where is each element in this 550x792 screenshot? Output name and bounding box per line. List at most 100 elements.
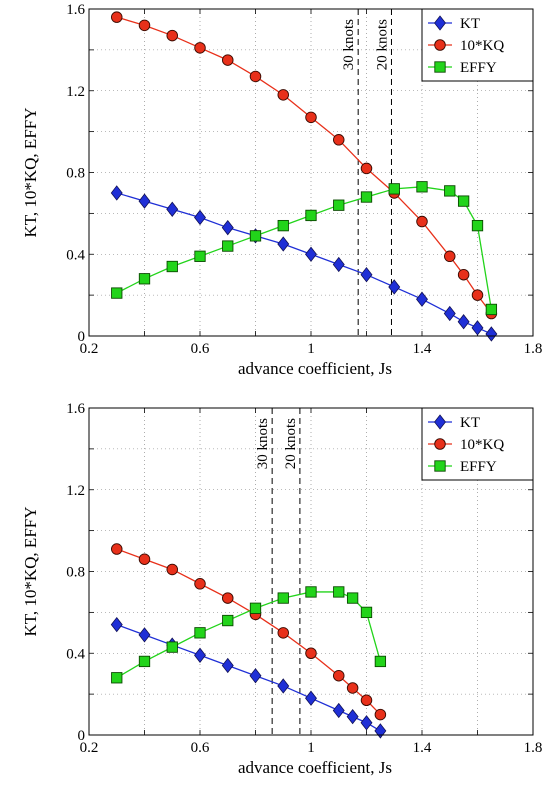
- data-point: [138, 193, 151, 209]
- data-point: [471, 320, 484, 336]
- x-tick-label: 1: [307, 740, 315, 756]
- data-point: [138, 19, 151, 32]
- data-point: [360, 267, 373, 283]
- series-EFFY: [111, 586, 387, 684]
- data-point: [138, 553, 151, 565]
- data-point: [111, 287, 123, 299]
- legend-swatch-marker: [434, 15, 446, 31]
- data-point: [332, 702, 345, 719]
- data-point: [221, 54, 234, 66]
- data-point: [444, 250, 456, 263]
- data-point: [485, 303, 498, 316]
- data-point: [360, 694, 373, 707]
- series-line: [116, 16, 492, 314]
- data-point: [457, 195, 470, 207]
- knots-label-1: 30 knots: [341, 19, 357, 70]
- legend-label-KT: KT: [460, 16, 480, 32]
- data-point: [346, 708, 359, 725]
- y-tick-label: 0.8: [66, 166, 85, 182]
- data-point: [444, 185, 456, 197]
- axes-frame: [88, 407, 534, 736]
- x-tick-label: 1.4: [413, 740, 432, 756]
- legend-swatch-marker: [434, 39, 446, 51]
- data-point: [194, 647, 206, 663]
- data-point: [360, 162, 373, 175]
- x-tick-label: 1: [307, 341, 315, 357]
- data-point: [416, 215, 428, 228]
- data-point: [110, 616, 123, 633]
- data-point: [166, 563, 178, 576]
- knots-label-2: 20 knots: [374, 19, 390, 70]
- series-KT: [110, 185, 498, 342]
- data-point: [111, 672, 123, 684]
- data-point: [221, 592, 234, 604]
- data-point: [222, 614, 234, 627]
- x-axis-label: advance coefficient, Js: [238, 359, 392, 378]
- data-point: [443, 305, 456, 322]
- data-point: [110, 11, 123, 23]
- data-point: [360, 606, 373, 619]
- x-tick-label: 1.4: [413, 341, 432, 357]
- data-point: [166, 641, 178, 653]
- legend-label-EFFY: EFFY: [460, 459, 497, 475]
- x-tick-label: 0.6: [191, 740, 210, 756]
- data-point: [374, 708, 387, 721]
- legend: KT 10*KQ EFFY: [421, 407, 534, 481]
- data-point: [388, 279, 401, 295]
- x-tick-label: 0.2: [80, 341, 99, 357]
- data-point: [138, 627, 151, 643]
- legend-label-10*KQ: 10*KQ: [460, 38, 504, 54]
- y-tick-label: 0.8: [66, 565, 85, 581]
- data-point: [305, 246, 317, 262]
- data-point: [416, 181, 428, 193]
- data-point: [485, 326, 498, 342]
- legend-swatch-marker: [434, 61, 446, 73]
- knots-label-2: 20 knots: [283, 418, 299, 469]
- data-point: [416, 291, 428, 307]
- legend-swatch-marker: [434, 438, 446, 450]
- y-tick-label: 1.2: [66, 483, 85, 499]
- series-line: [116, 186, 493, 310]
- x-tick-label: 0.2: [80, 740, 99, 756]
- data-point: [110, 185, 123, 201]
- data-point: [138, 273, 151, 285]
- x-tick-label: 1.8: [524, 341, 543, 357]
- data-point: [332, 256, 345, 273]
- data-point: [305, 209, 317, 222]
- data-point: [194, 42, 206, 54]
- legend-label-KT: KT: [460, 415, 480, 431]
- data-point: [110, 543, 123, 555]
- data-point: [221, 220, 234, 236]
- data-point: [194, 578, 206, 590]
- data-point: [305, 586, 317, 598]
- y-axis-label: KT, 10*KQ, EFFY: [21, 107, 40, 237]
- y-tick-label: 1.6: [66, 401, 85, 417]
- data-point: [305, 647, 317, 660]
- y-tick-label: 0: [78, 329, 86, 345]
- data-point: [249, 230, 262, 242]
- data-point: [305, 111, 317, 124]
- series-10*KQ: [110, 543, 387, 721]
- y-tick-label: 1.2: [66, 84, 85, 100]
- data-point: [388, 183, 400, 195]
- data-point: [333, 199, 345, 211]
- knots-label-1: 30 knots: [255, 418, 271, 469]
- data-point: [277, 219, 289, 232]
- data-point: [346, 592, 359, 604]
- data-point: [221, 657, 234, 674]
- legend-swatch-marker: [434, 460, 446, 472]
- chart-panel-1: 30 knots 20 knots 0.2 0.6 1 1.4 1.8 0 0.4 0.8 1.2 1…: [21, 2, 542, 378]
- y-tick-label: 1.6: [66, 2, 85, 18]
- data-point: [360, 191, 373, 203]
- data-point: [471, 219, 484, 232]
- data-point: [277, 627, 290, 639]
- legend-label-EFFY: EFFY: [460, 60, 497, 76]
- legend-swatch-marker: [434, 414, 446, 430]
- data-point: [166, 260, 178, 273]
- data-point: [457, 268, 470, 281]
- data-point: [166, 29, 178, 42]
- x-tick-label: 1.8: [524, 740, 543, 756]
- data-point: [277, 236, 290, 252]
- series-line: [116, 192, 492, 335]
- data-point: [249, 602, 262, 614]
